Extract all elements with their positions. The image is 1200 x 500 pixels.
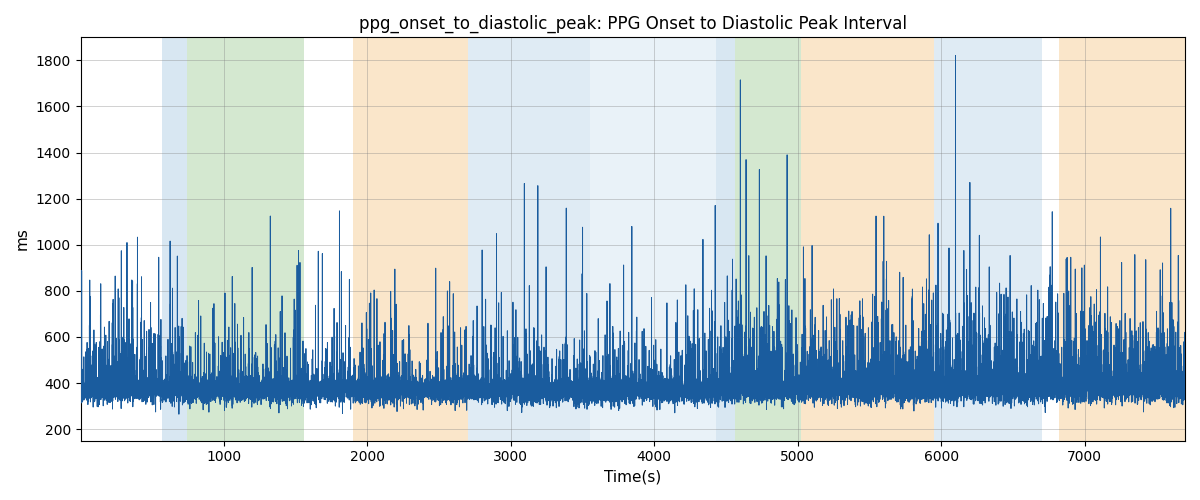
- Bar: [800, 38, 934, 440]
- Bar: [353, 38, 371, 440]
- X-axis label: Time(s): Time(s): [604, 470, 661, 485]
- Bar: [1058, 38, 1192, 440]
- Bar: [187, 38, 305, 440]
- Bar: [1042, 38, 1058, 440]
- Bar: [162, 38, 187, 440]
- Bar: [734, 38, 800, 440]
- Bar: [934, 38, 1042, 440]
- Y-axis label: ms: ms: [14, 228, 30, 250]
- Bar: [716, 38, 734, 440]
- Bar: [589, 38, 716, 440]
- Bar: [371, 38, 468, 440]
- Bar: [468, 38, 589, 440]
- Title: ppg_onset_to_diastolic_peak: PPG Onset to Diastolic Peak Interval: ppg_onset_to_diastolic_peak: PPG Onset t…: [359, 15, 907, 34]
